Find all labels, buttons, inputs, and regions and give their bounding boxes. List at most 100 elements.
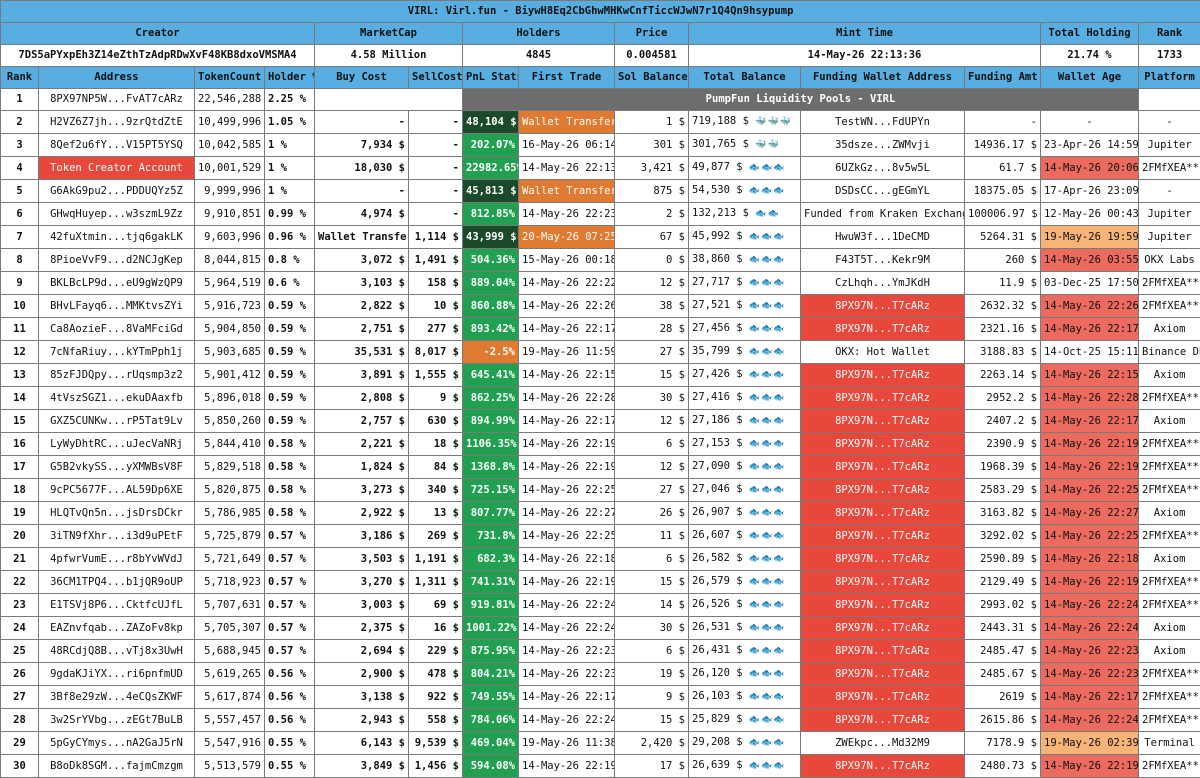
col-header-funding-amt[interactable]: Funding Amt [965, 67, 1041, 89]
address-cell[interactable]: 7cNfaRiuy...kYTmPph1j [39, 341, 195, 364]
funding-wallet-cell[interactable]: 8PX97N...T7cARz [801, 640, 965, 663]
funding-wallet-cell[interactable]: 8PX97N...T7cARz [801, 617, 965, 640]
address-cell[interactable]: 36CM1TPQ4...b1jQR9oUP [39, 571, 195, 594]
address-cell[interactable]: 48RCdjQ8B...vTj8x3UwH [39, 640, 195, 663]
address-cell[interactable]: Token Creator Account [39, 157, 195, 180]
funding-wallet-cell[interactable]: 8PX97N...T7cARz [801, 387, 965, 410]
address-cell[interactable]: LyWyDhtRC...uJecVaNRj [39, 433, 195, 456]
address-cell[interactable]: Ca8AozieF...8VaMFciGd [39, 318, 195, 341]
address-cell[interactable]: BHvLFayq6...MMKtvsZYi [39, 295, 195, 318]
address-cell[interactable]: G5B2vkySS...yXMWBsV8F [39, 456, 195, 479]
funding-wallet-cell[interactable]: 8PX97N...T7cARz [801, 456, 965, 479]
address-cell[interactable]: 85zFJDQpy...rUqsmp3z2 [39, 364, 195, 387]
funding-wallet-cell[interactable]: DSDsCC...gEGmYL [801, 180, 965, 203]
address-cell[interactable]: 4pfwrVumE...r8bYvWVdJ [39, 548, 195, 571]
funding-wallet-cell[interactable]: 8PX97N...T7cARz [801, 571, 965, 594]
address-cell[interactable]: 9gdaKJiYX...ri6pnfmUD [39, 663, 195, 686]
address-cell[interactable]: 3w2SrYVbg...zEGt7BuLB [39, 709, 195, 732]
col-header-total-balance[interactable]: Total Balance [689, 67, 801, 89]
funding-wallet-cell[interactable]: 8PX97N...T7cARz [801, 709, 965, 732]
funding-wallet-cell[interactable]: CzLhqh...YmJKdH [801, 272, 965, 295]
col-header-rank[interactable]: Rank [1, 67, 39, 89]
funding-wallet-cell[interactable]: 8PX97N...T7cARz [801, 295, 965, 318]
funding-wallet-cell[interactable]: 6UZkGz...8v5w5L [801, 157, 965, 180]
col-header-first-trade[interactable]: First Trade [519, 67, 615, 89]
funding-wallet-cell[interactable]: ZWEkpc...Md32M9 [801, 732, 965, 755]
address-cell[interactable]: H2VZ6Z7jh...9zrQtdZtE [39, 111, 195, 134]
address-cell[interactable]: 5pGyCYmys...nA2GaJ5rN [39, 732, 195, 755]
col-header-platform[interactable]: Platform [1139, 67, 1200, 89]
col-header-pnl[interactable]: PnL Stats [463, 67, 519, 89]
address-cell[interactable]: GXZ5CUNKw...rP5Tat9Lv [39, 410, 195, 433]
col-header-holder-pct[interactable]: Holder % [265, 67, 315, 89]
col-header-address[interactable]: Address [39, 67, 195, 89]
col-header-sol-balance[interactable]: Sol Balance [615, 67, 689, 89]
address-cell[interactable]: E1TSVj8P6...CktfcUJfL [39, 594, 195, 617]
funding-wallet-cell[interactable]: 8PX97N...T7cARz [801, 410, 965, 433]
col-header-wallet-age[interactable]: Wallet Age [1041, 67, 1139, 89]
funding-wallet-cell[interactable]: HwuW3f...1DeCMD [801, 226, 965, 249]
funding-wallet-cell[interactable]: F43T5T...Kekr9M [801, 249, 965, 272]
funding-wallet-cell[interactable]: TestWN...FdUPYn [801, 111, 965, 134]
address-cell[interactable]: BKLBcLP9d...eU9gWzQP9 [39, 272, 195, 295]
funding-wallet-cell[interactable]: Funded from Kraken Exchange [801, 203, 965, 226]
address-cell[interactable]: 9cPC5677F...AL59Dp6XE [39, 479, 195, 502]
funding-wallet-cell[interactable]: 8PX97N...T7cARz [801, 594, 965, 617]
address-cell[interactable]: GHwqHuyep...w3szmL9Zz [39, 203, 195, 226]
funding-wallet-cell[interactable]: 8PX97N...T7cARz [801, 663, 965, 686]
col-header-token-count[interactable]: TokenCount [195, 67, 265, 89]
address-cell[interactable]: 3iTN9fXhr...i3d9uPEtF [39, 525, 195, 548]
funding-wallet-cell[interactable]: 8PX97N...T7cARz [801, 502, 965, 525]
col-header-sell-cost[interactable]: SellCost [409, 67, 463, 89]
address-cell[interactable]: 4tVszSGZ1...ekuDAaxfb [39, 387, 195, 410]
funding-wallet-cell[interactable]: 8PX97N...T7cARz [801, 755, 965, 778]
funding-wallet-cell[interactable]: OKX: Hot Wallet [801, 341, 965, 364]
funding-wallet-cell[interactable]: 8PX97N...T7cARz [801, 318, 965, 341]
address-cell[interactable]: 3Bf8e29zW...4eCQsZKWF [39, 686, 195, 709]
address-cell[interactable]: HLQTvQn5n...jsDrsDCkr [39, 502, 195, 525]
funding-wallet-cell[interactable]: 8PX97N...T7cARz [801, 525, 965, 548]
address-cell[interactable]: 8PioeVvF9...d2NCJgKep [39, 249, 195, 272]
address-cell[interactable]: 8PX97NP5W...FvAT7cARz [39, 89, 195, 111]
col-header-buy-cost[interactable]: Buy Cost [315, 67, 409, 89]
funding-wallet-cell[interactable]: 8PX97N...T7cARz [801, 433, 965, 456]
address-cell[interactable]: G6AkG9pu2...PDDUQYz5Z [39, 180, 195, 203]
funding-wallet-cell[interactable]: 8PX97N...T7cARz [801, 686, 965, 709]
address-cell[interactable]: 8Qef2u6fY...V15PT5YSQ [39, 134, 195, 157]
address-cell[interactable]: B8oDk8SGM...fajmCmzgm [39, 755, 195, 778]
address-cell[interactable]: EAZnvfqab...ZAZoFv8kp [39, 617, 195, 640]
address-cell[interactable]: 42fuXtmin...tjq6gakLK [39, 226, 195, 249]
funding-wallet-cell[interactable]: 8PX97N...T7cARz [801, 548, 965, 571]
funding-wallet-cell[interactable]: 35dsze...ZWMvji [801, 134, 965, 157]
col-header-funding-wallet[interactable]: Funding Wallet Address [801, 67, 965, 89]
